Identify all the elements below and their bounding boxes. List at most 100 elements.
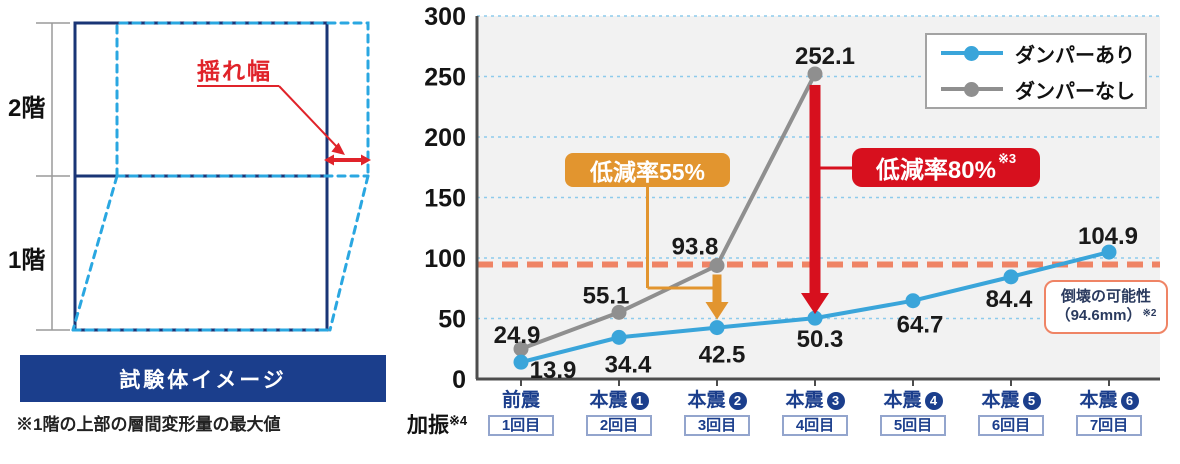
- x-category-run-label: 3回目: [684, 415, 750, 436]
- x-axis-title: 加振※4: [407, 409, 467, 439]
- x-axis-title-note-ref: ※4: [449, 413, 468, 428]
- data-point: [807, 66, 823, 82]
- y-tick-label: 150: [424, 185, 466, 213]
- data-point: [905, 293, 921, 309]
- x-category-main-label: 本震 2: [668, 391, 766, 411]
- floor-2-label: 2階: [8, 95, 46, 122]
- legend-sample-with-damper: [941, 45, 1003, 62]
- data-point-label: 55.1: [583, 282, 630, 309]
- legend-entry-with-damper: ダンパーあり: [941, 39, 1145, 68]
- legend-label: ダンパーあり: [1015, 44, 1135, 67]
- data-point: [1003, 269, 1019, 285]
- data-point: [611, 304, 627, 320]
- data-point: [1101, 244, 1117, 260]
- legend-dot-icon: [964, 45, 979, 61]
- legend-dot-icon: [964, 81, 979, 97]
- data-point-label: 24.9: [494, 322, 541, 349]
- x-category-text: 本震: [1079, 390, 1118, 411]
- data-point-label: 64.7: [897, 312, 944, 339]
- annotation-arrows: [646, 84, 852, 320]
- orange-arrow-shaft: [712, 274, 722, 302]
- data-point-label: 50.3: [797, 326, 844, 353]
- x-category-main-label: 本震 6: [1060, 391, 1158, 411]
- x-category-main-label: 本震 5: [962, 391, 1060, 411]
- y-tick-label: 0: [452, 366, 466, 394]
- circled-number-icon: 1: [630, 392, 649, 410]
- x-category-5: 本震 4 5回目: [864, 391, 962, 436]
- data-point-labels: 13.9 34.4 42.5 50.3 64.7 84.4 104.9 24.9 55.1 93.…: [494, 43, 1138, 384]
- data-point: [709, 258, 725, 274]
- x-category-2: 本震 1 2回目: [570, 391, 668, 436]
- data-point: [513, 354, 529, 370]
- x-category-run-label: 5回目: [880, 415, 946, 436]
- data-point-label: 252.1: [795, 43, 855, 70]
- circled-number-icon: 2: [728, 392, 747, 410]
- x-axis-title-text: 加振: [407, 414, 449, 437]
- data-point-label: 42.5: [699, 342, 746, 369]
- reduction-55-text: 低減率55%: [589, 159, 706, 185]
- collapse-threshold-box: 倒壊の可能性 （94.6mm）※2: [1044, 280, 1168, 334]
- x-category-run-label: 7回目: [1076, 415, 1142, 436]
- x-category-main-label: 本震 1: [570, 391, 668, 411]
- collapse-threshold-value: （94.6mm）: [1055, 307, 1142, 324]
- x-category-run-label: 4回目: [782, 415, 848, 436]
- data-point-label: 93.8: [672, 234, 719, 261]
- x-category-run-label: 1回目: [488, 415, 554, 436]
- specimen-banner-label: 試験体イメージ: [119, 368, 287, 392]
- reduction-80-badge: 低減率80% ※3: [852, 148, 1040, 187]
- y-tick-label: 300: [424, 3, 466, 31]
- collapse-threshold-line1: 倒壊の可能性: [1060, 288, 1151, 305]
- circled-number-icon: 3: [826, 392, 845, 410]
- data-point-label: 104.9: [1078, 223, 1138, 250]
- height-measure-line: [36, 22, 70, 331]
- x-category-4: 本震 3 4回目: [766, 391, 864, 436]
- x-category-6: 本震 5 6回目: [962, 391, 1060, 436]
- specimen-banner: 試験体イメージ: [20, 355, 386, 402]
- y-tick-label: 200: [424, 124, 466, 152]
- circled-number-icon: 6: [1120, 392, 1139, 410]
- legend-sample-without-damper: [941, 81, 1003, 98]
- sway-width-label: 揺れ幅: [197, 58, 272, 84]
- circled-number-icon: 4: [924, 392, 943, 410]
- x-category-1: 前震 1回目: [472, 391, 570, 436]
- x-category-text: 本震: [981, 390, 1020, 411]
- specimen-diagram: [36, 21, 371, 332]
- x-category-3: 本震 2 3回目: [668, 391, 766, 436]
- legend-entry-without-damper: ダンパーなし: [941, 75, 1145, 104]
- x-category-text: 本震: [687, 390, 726, 411]
- x-category-text: 前震: [501, 390, 540, 411]
- y-axis-tick-labels: 300 250 200 150 100 50 0: [424, 3, 466, 394]
- x-category-text: 本震: [589, 390, 628, 411]
- x-category-run-label: 2回目: [586, 415, 652, 436]
- orange-arrow-head: [705, 302, 729, 320]
- x-category-text: 本震: [883, 390, 922, 411]
- circled-number-icon: 5: [1022, 392, 1041, 410]
- y-tick-label: 250: [424, 64, 466, 92]
- floor-1-label: 1階: [8, 247, 46, 274]
- red-arrow-head: [801, 293, 829, 315]
- legend-label: ダンパーなし: [1015, 80, 1135, 103]
- diagram-footnote: ※1階の上部の層間変形量の最大値: [16, 415, 281, 434]
- data-point-label: 84.4: [986, 286, 1033, 313]
- data-point-label: 34.4: [605, 351, 652, 378]
- axes: [475, 16, 1160, 386]
- y-tick-label: 50: [438, 306, 466, 334]
- x-category-main-label: 前震: [472, 391, 570, 411]
- data-point: [611, 329, 627, 345]
- data-point-label: 13.9: [530, 357, 577, 384]
- collapse-threshold-note-ref: ※2: [1142, 308, 1157, 319]
- reduction-55-badge: 低減率55%: [565, 153, 730, 187]
- frame-deformed-outline: [71, 21, 370, 332]
- x-category-7: 本震 6 7回目: [1060, 391, 1158, 436]
- leader-arrowhead: [331, 142, 345, 155]
- sway-annotation: [197, 85, 371, 166]
- chart-legend: ダンパーあり ダンパーなし: [925, 33, 1147, 109]
- y-tick-label: 100: [424, 245, 466, 273]
- x-category-main-label: 本震 4: [864, 391, 962, 411]
- x-category-text: 本震: [785, 390, 824, 411]
- collapse-threshold-line2: （94.6mm）※2: [1056, 306, 1157, 327]
- x-category-run-label: 6回目: [978, 415, 1044, 436]
